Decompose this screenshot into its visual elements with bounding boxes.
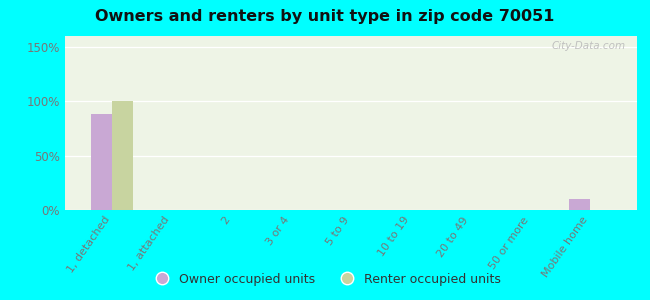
Bar	[112, 101, 133, 210]
Bar	[91, 114, 112, 210]
Text: Owners and renters by unit type in zip code 70051: Owners and renters by unit type in zip c…	[96, 9, 554, 24]
Text: City-Data.com: City-Data.com	[551, 41, 625, 51]
Bar	[569, 199, 590, 210]
Legend: Owner occupied units, Renter occupied units: Owner occupied units, Renter occupied un…	[144, 268, 506, 291]
